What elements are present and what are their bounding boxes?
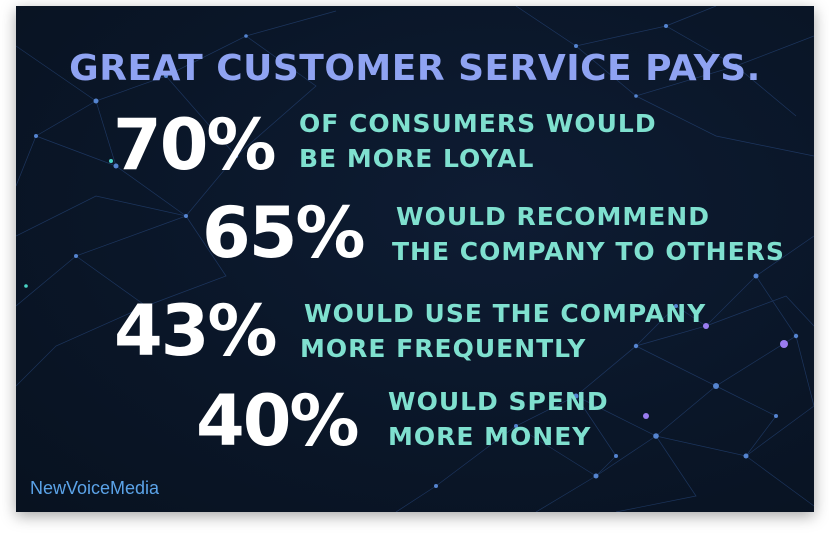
stat-70-line1: OF CONSUMERS WOULD [299,109,657,138]
stat-40-line2: MORE MONEY [388,422,592,451]
stat-40-line1: WOULD SPEND [388,387,609,416]
stat-40-value: 40% [196,380,360,462]
headline: GREAT CUSTOMER SERVICE PAYS. [69,48,761,89]
stat-40-description: WOULD SPEND MORE MONEY [388,384,609,454]
stat-43-line2: MORE FREQUENTLY [300,334,587,363]
stat-43-description: WOULD USE THE COMPANY MORE FREQUENTLY [300,296,706,366]
stat-65-line2: THE COMPANY TO OTHERS [392,237,785,266]
infographic-card: GREAT CUSTOMER SERVICE PAYS. 70% OF CONS… [16,6,814,512]
stat-43-line1: WOULD USE THE COMPANY [304,299,707,328]
stat-43-value: 43% [114,290,278,372]
brand-logo-text: NewVoiceMedia [30,478,160,498]
stat-65-line1: WOULD RECOMMEND [396,202,710,231]
network-background [16,6,814,512]
stat-70-line2: BE MORE LOYAL [299,144,535,173]
stat-65-value: 65% [202,192,366,274]
stat-65-description: WOULD RECOMMEND THE COMPANY TO OTHERS [392,199,785,269]
stat-70-description: OF CONSUMERS WOULD BE MORE LOYAL [299,106,657,176]
stat-70-value: 70% [113,104,277,186]
